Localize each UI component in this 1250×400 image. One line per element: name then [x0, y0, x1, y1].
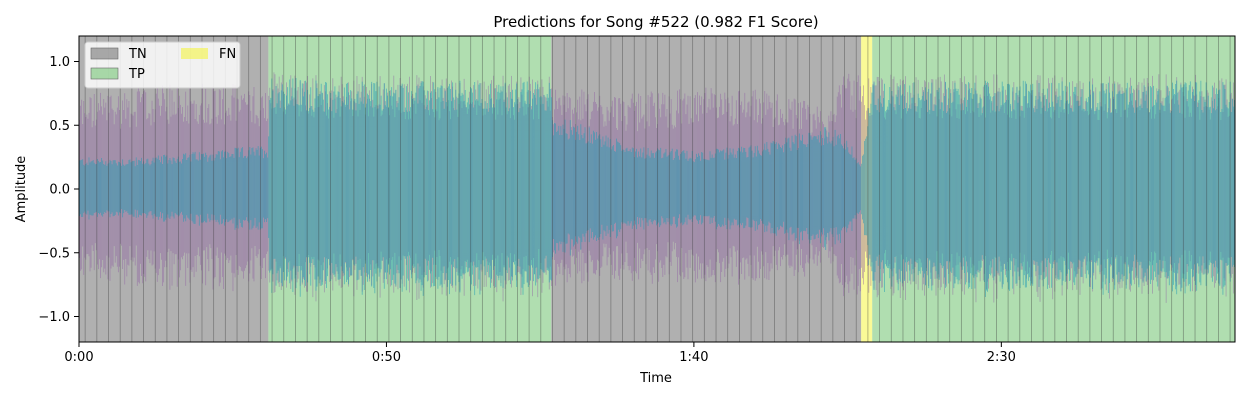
legend-label-fn: FN — [219, 47, 236, 62]
waveform — [79, 72, 1235, 303]
legend-swatch-fn — [181, 48, 208, 59]
x-tick-label-2: 1:40 — [679, 350, 708, 365]
y-tick-label-0: −1.0 — [38, 310, 70, 325]
legend-swatch-tp — [90, 67, 119, 80]
beat-markers — [84, 36, 1231, 342]
legend-label-tp: TP — [128, 67, 145, 82]
plot-area — [78, 35, 1236, 343]
legend-swatch-tn — [90, 47, 119, 60]
x-tick-label-0: 0:00 — [64, 350, 93, 365]
beat-lines — [84, 36, 1231, 342]
x-tick-label-3: 2:30 — [987, 350, 1016, 365]
y-tick-label-3: 0.5 — [49, 119, 70, 134]
legend: TN TP FN — [84, 41, 241, 89]
y-tick-label-2: 0.0 — [49, 183, 70, 198]
x-axis: 0:00 0:50 1:40 2:30 — [64, 342, 1016, 365]
y-axis-label: Amplitude — [14, 156, 29, 223]
prediction-regions — [79, 36, 1235, 342]
legend-label-tn: TN — [128, 47, 147, 62]
x-axis-label: Time — [639, 371, 672, 386]
y-axis: −1.0 −0.5 0.0 0.5 1.0 — [38, 55, 79, 325]
waveform-primary — [79, 78, 1235, 298]
x-tick-label-1: 0:50 — [372, 350, 401, 365]
chart-title: Predictions for Song #522 (0.982 F1 Scor… — [493, 13, 818, 31]
y-tick-label-1: −0.5 — [38, 246, 70, 261]
y-tick-label-4: 1.0 — [49, 55, 70, 70]
